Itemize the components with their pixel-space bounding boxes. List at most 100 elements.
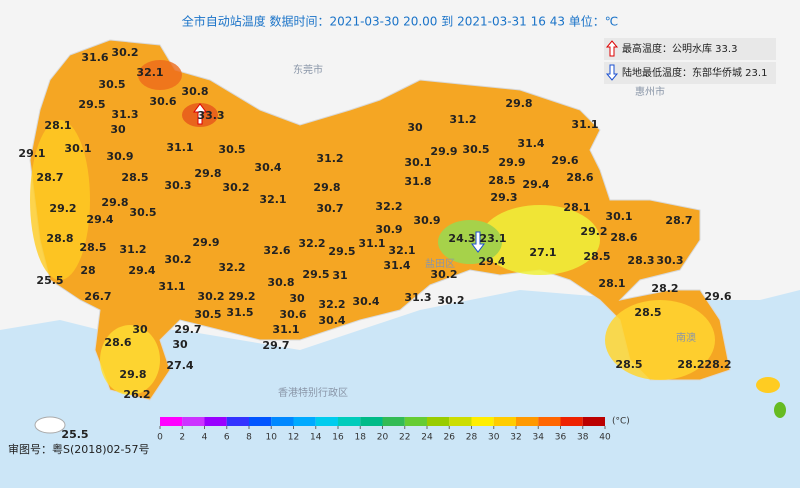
scale-unit: (°C)	[612, 417, 630, 427]
scale-label: 12	[288, 433, 299, 443]
min-icon	[605, 64, 619, 81]
scale-swatch	[160, 417, 183, 426]
station-temp: 30	[289, 292, 305, 305]
scale-swatch	[271, 417, 294, 426]
place-name: 香港特别行政区	[278, 386, 348, 399]
station-temp: 32.2	[375, 200, 402, 213]
station-temp: 27.4	[166, 359, 193, 372]
station-temp: 29.7	[262, 339, 289, 352]
station-temp: 29.3	[490, 191, 517, 204]
station-temp: 28.8	[46, 232, 73, 245]
scale-label: 38	[577, 433, 589, 443]
station-temp: 30.1	[404, 156, 431, 169]
scale-swatch	[338, 417, 361, 426]
station-temp: 30.3	[164, 179, 191, 192]
scale-swatch	[360, 417, 383, 426]
station-temp: 30.3	[656, 254, 683, 267]
scale-swatch	[516, 417, 539, 426]
scale-label: 20	[377, 433, 389, 443]
station-temp: 29.8	[119, 368, 146, 381]
scale-label: 28	[466, 433, 478, 443]
sea	[0, 290, 800, 488]
station-temp: 30.8	[181, 85, 208, 98]
cool-zone	[30, 120, 90, 280]
station-temp: 28.6	[610, 231, 637, 244]
station-temp: 31.3	[111, 108, 138, 121]
station-temp: 29.9	[192, 236, 219, 249]
max-icon	[605, 40, 619, 57]
scale-swatch	[582, 417, 605, 426]
scale-label: 2	[179, 433, 185, 443]
scale-label: 8	[246, 433, 252, 443]
max-text: 最高温度：公明水库 33.3	[622, 42, 737, 55]
cool-zone	[480, 205, 600, 275]
station-temp: 32.6	[263, 244, 290, 257]
station-temp: 24.3	[448, 232, 475, 245]
station-temp: 31.1	[358, 237, 385, 250]
station-temp: 28.6	[104, 336, 131, 349]
scale-label: 18	[355, 433, 367, 443]
station-temp: 31.2	[449, 113, 476, 126]
station-temp: 30.9	[413, 214, 440, 227]
station-temp: 31.4	[517, 137, 544, 150]
station-temp: 29.9	[430, 145, 457, 158]
place-name: 惠州市	[635, 85, 665, 98]
scale-label: 30	[488, 433, 500, 443]
station-temp: 29.4	[522, 178, 549, 191]
station-temp: 30.6	[279, 308, 306, 321]
scale-label: 0	[157, 433, 163, 443]
scale-label: 10	[266, 433, 278, 443]
station-temp: 31.1	[272, 323, 299, 336]
scale-swatch	[204, 417, 227, 426]
station-temp: 30	[172, 338, 188, 351]
min-marker	[471, 231, 485, 253]
scale-label: 26	[444, 433, 456, 443]
station-temp: 29.4	[86, 213, 113, 226]
station-temp: 30.5	[218, 143, 245, 156]
station-temp: 28.2	[651, 282, 678, 295]
station-temp: 29.2	[228, 290, 255, 303]
station-temp: 29.6	[551, 154, 578, 167]
station-temp: 30.2	[164, 253, 191, 266]
station-temp: 32.2	[318, 298, 345, 311]
station-temp: 28.6	[566, 171, 593, 184]
cool-zone	[605, 300, 715, 380]
station-temp: 30.4	[254, 161, 281, 174]
scale-swatch	[560, 417, 583, 426]
scale-swatch	[293, 417, 316, 426]
scale-label: 34	[533, 433, 545, 443]
station-temp: 30.2	[222, 181, 249, 194]
station-temp: 30.9	[375, 223, 402, 236]
station-temp: 28.5	[583, 250, 610, 263]
station-temp: 28.1	[598, 277, 625, 290]
station-temp: 28.7	[665, 214, 692, 227]
station-temp: 29.6	[704, 290, 731, 303]
station-temp: 29.8	[505, 97, 532, 110]
station-temp: 28.2	[704, 358, 731, 371]
scale-swatch	[226, 417, 249, 426]
scale-label: 22	[399, 433, 410, 443]
station-temp: 31.1	[571, 118, 598, 131]
station-temp: 26.7	[84, 290, 111, 303]
station-temp: 27.1	[529, 246, 556, 259]
station-temp: 30.2	[197, 290, 224, 303]
station-temp: 33.3	[197, 109, 224, 122]
scale-label: 14	[310, 433, 322, 443]
station-temp: 28.1	[44, 119, 71, 132]
station-temp: 23.1	[479, 232, 506, 245]
scale-label: 36	[555, 433, 567, 443]
station-temp: 30.5	[98, 78, 125, 91]
station-temp: 30.2	[111, 46, 138, 59]
station-temp: 30.2	[437, 294, 464, 307]
station-temp: 29.2	[580, 225, 607, 238]
place-name: 南澳	[676, 331, 696, 344]
station-temp: 30.7	[316, 202, 343, 215]
station-temp: 29.5	[78, 98, 105, 111]
island	[756, 377, 780, 393]
footnote: 审图号：粤S(2018)02-57号	[8, 442, 150, 456]
station-temp: 30.5	[194, 308, 221, 321]
station-temp: 25.5	[36, 274, 63, 287]
station-temp: 25.5	[61, 428, 88, 441]
station-temp: 31	[332, 269, 347, 282]
